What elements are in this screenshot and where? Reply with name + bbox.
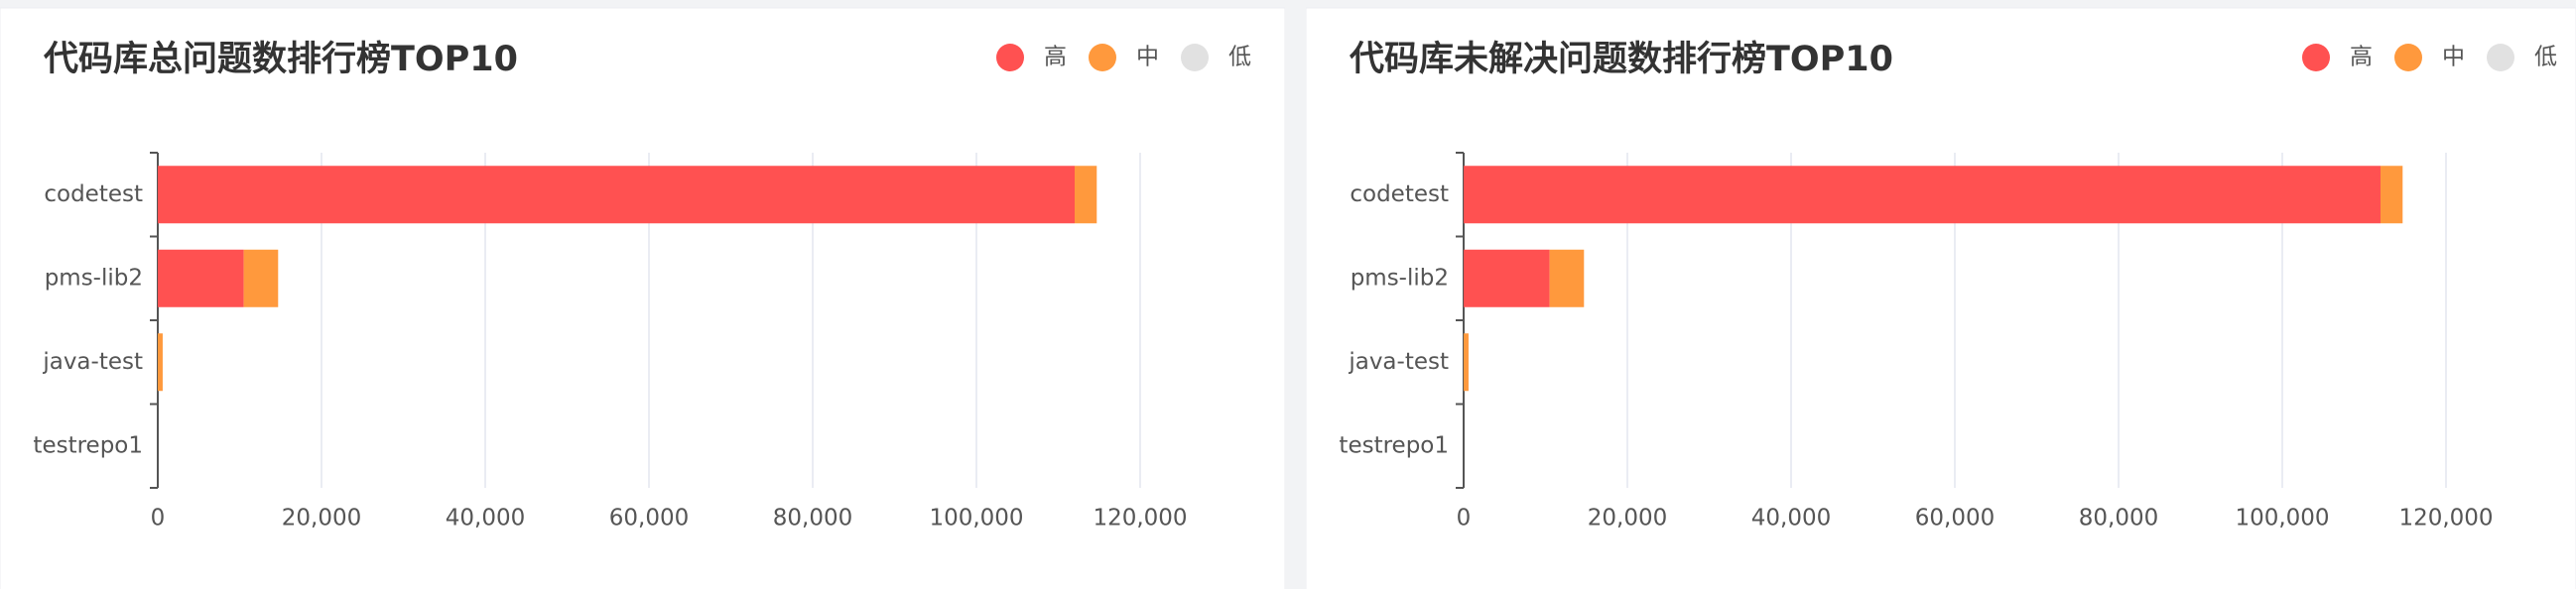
x-tick-label: 100,000 bbox=[929, 506, 1023, 531]
y-tick-label: testrepo1 bbox=[33, 432, 143, 458]
chart-title: 代码库总问题数排行榜TOP10 bbox=[43, 40, 518, 79]
y-tick-label: java-test bbox=[42, 349, 143, 375]
bar-segment bbox=[158, 333, 163, 392]
bar-segment bbox=[158, 249, 244, 307]
bar-segment bbox=[1549, 249, 1585, 307]
legend-swatch bbox=[2487, 44, 2514, 71]
x-tick-label: 100,000 bbox=[2235, 506, 2329, 531]
x-tick-label: 0 bbox=[151, 506, 166, 531]
legend-swatch bbox=[996, 44, 1024, 71]
x-tick-label: 20,000 bbox=[282, 506, 361, 531]
legend-swatch bbox=[2394, 44, 2422, 71]
x-tick-label: 0 bbox=[1457, 506, 1472, 531]
legend-swatch bbox=[1089, 44, 1116, 71]
bar-segment bbox=[1464, 249, 1550, 307]
bar-segment bbox=[1464, 333, 1469, 392]
legend-label: 高 bbox=[1044, 45, 1067, 70]
y-tick-label: java-test bbox=[1348, 349, 1449, 375]
y-tick-label: codetest bbox=[1350, 181, 1449, 207]
y-tick-label: codetest bbox=[44, 181, 143, 207]
x-tick-label: 40,000 bbox=[446, 506, 525, 531]
y-tick-label: pms-lib2 bbox=[1351, 265, 1449, 291]
bar-segment bbox=[158, 166, 1075, 224]
x-tick-label: 80,000 bbox=[773, 506, 852, 531]
x-tick-label: 60,000 bbox=[609, 506, 689, 531]
legend-label: 低 bbox=[2534, 45, 2557, 70]
y-tick-label: pms-lib2 bbox=[45, 265, 143, 291]
legend-label: 中 bbox=[2442, 45, 2465, 70]
x-tick-label: 120,000 bbox=[2398, 506, 2493, 531]
y-tick-label: testrepo1 bbox=[1339, 432, 1449, 458]
legend-label: 高 bbox=[2350, 45, 2373, 70]
x-tick-label: 20,000 bbox=[1588, 506, 1667, 531]
x-tick-label: 80,000 bbox=[2079, 506, 2158, 531]
x-tick-label: 60,000 bbox=[1915, 506, 1995, 531]
legend-swatch bbox=[1181, 44, 1209, 71]
chart-panel: 代码库总问题数排行榜TOP10 高 中 低 0 20,000 40,000 60,000 80,… bbox=[0, 7, 1285, 589]
bar-segment bbox=[1075, 166, 1097, 224]
legend-swatch bbox=[2302, 44, 2330, 71]
legend-label: 低 bbox=[1228, 45, 1251, 70]
x-tick-label: 120,000 bbox=[1093, 506, 1187, 531]
bar-segment bbox=[2381, 166, 2403, 224]
bar-segment bbox=[243, 249, 279, 307]
chart-panel: 代码库未解决问题数排行榜TOP10 高 中 低 0 20,000 40,000 60,000 8… bbox=[1306, 7, 2576, 589]
x-tick-label: 40,000 bbox=[1751, 506, 1831, 531]
chart-title: 代码库未解决问题数排行榜TOP10 bbox=[1349, 40, 1893, 79]
bar-segment bbox=[1464, 166, 2381, 224]
legend-label: 中 bbox=[1136, 45, 1159, 70]
